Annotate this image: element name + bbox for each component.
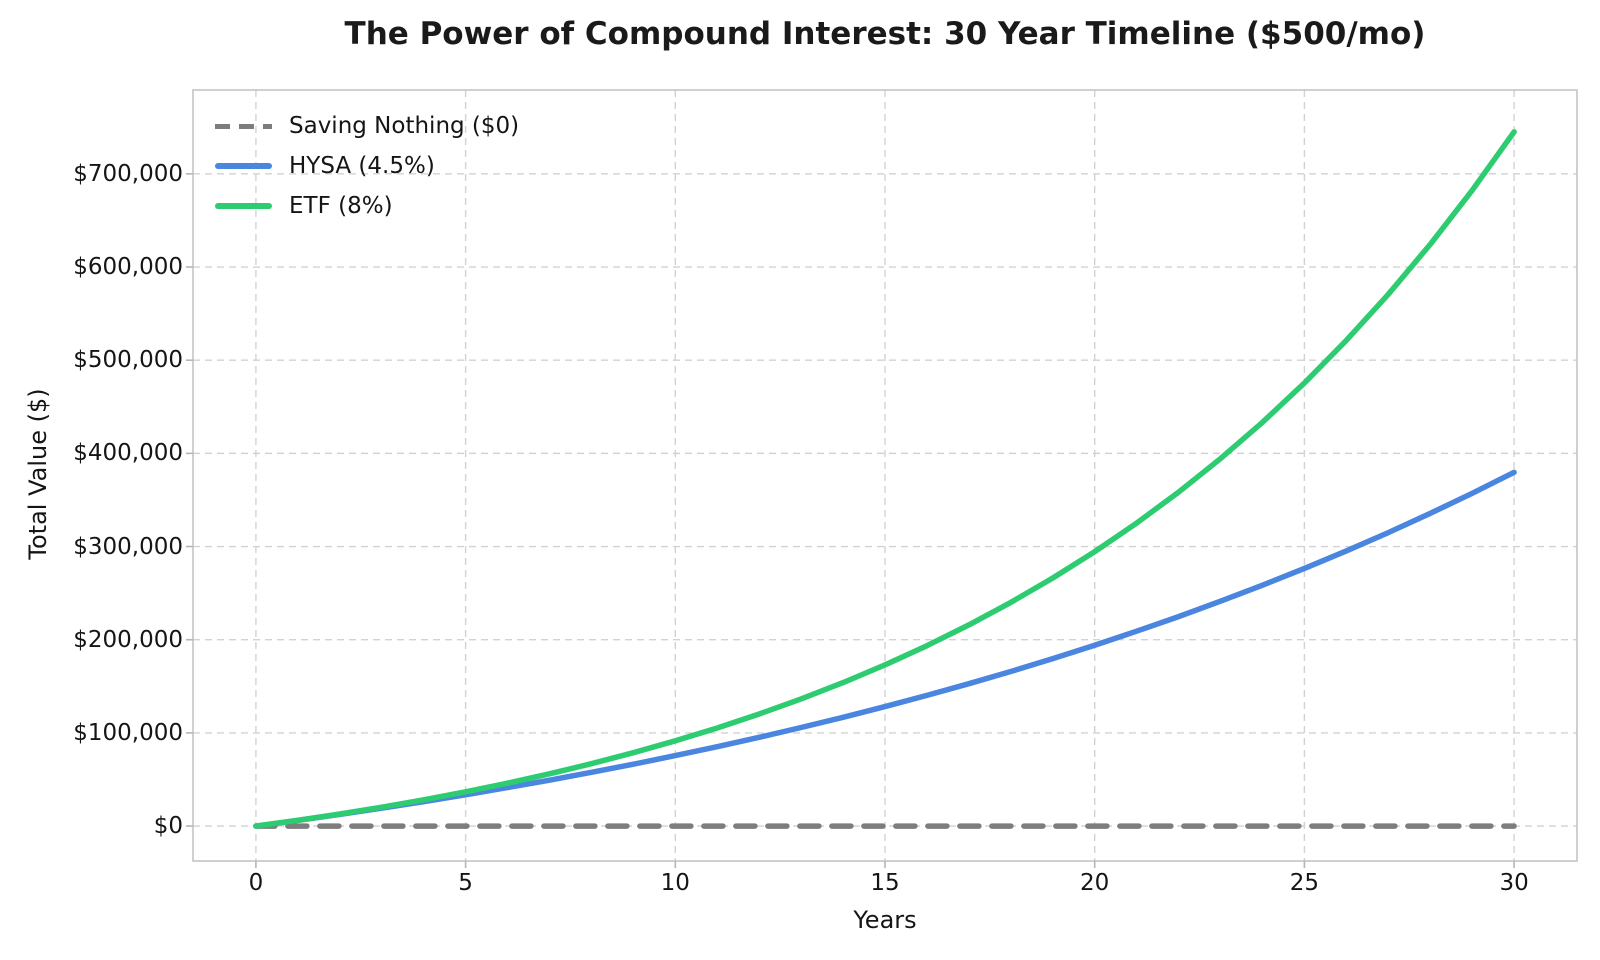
legend-item-saving-nothing: Saving Nothing ($0): [215, 106, 519, 146]
y-tick-label: $300,000: [73, 533, 183, 560]
legend-item-etf: ETF (8%): [215, 186, 519, 226]
legend-item-hysa: HYSA (4.5%): [215, 146, 519, 186]
legend: Saving Nothing ($0) HYSA (4.5%) ETF (8%): [215, 106, 519, 226]
saving-nothing-line-sample: [215, 123, 272, 129]
x-tick-label: 25: [1289, 870, 1320, 896]
x-tick-label: 30: [1499, 870, 1529, 896]
chart-title: The Power of Compound Interest: 30 Year …: [344, 16, 1426, 52]
etf-line-sample: [215, 203, 272, 209]
x-axis-label: Years: [853, 906, 917, 934]
x-tick-label: 10: [660, 870, 690, 896]
legend-label: ETF (8%): [289, 193, 393, 219]
legend-label: Saving Nothing ($0): [289, 113, 520, 139]
series-line-1: [253, 469, 1517, 829]
y-tick-label: $700,000: [73, 160, 183, 187]
x-tick-label: 0: [248, 870, 264, 896]
x-tick-label: 15: [870, 870, 900, 896]
legend-label: HYSA (4.5%): [289, 153, 435, 179]
x-tick-label: 5: [458, 870, 473, 896]
y-tick-label: $100,000: [73, 719, 183, 746]
y-tick-label: $600,000: [73, 254, 183, 281]
y-tick-label: $0: [153, 813, 183, 840]
y-tick-label: $200,000: [73, 626, 183, 653]
series-line-2: [253, 129, 1517, 829]
y-tick-label: $500,000: [73, 347, 183, 374]
hysa-line-sample: [215, 163, 272, 169]
x-tick-label: 20: [1080, 870, 1110, 896]
y-tick-label: $400,000: [73, 440, 183, 467]
